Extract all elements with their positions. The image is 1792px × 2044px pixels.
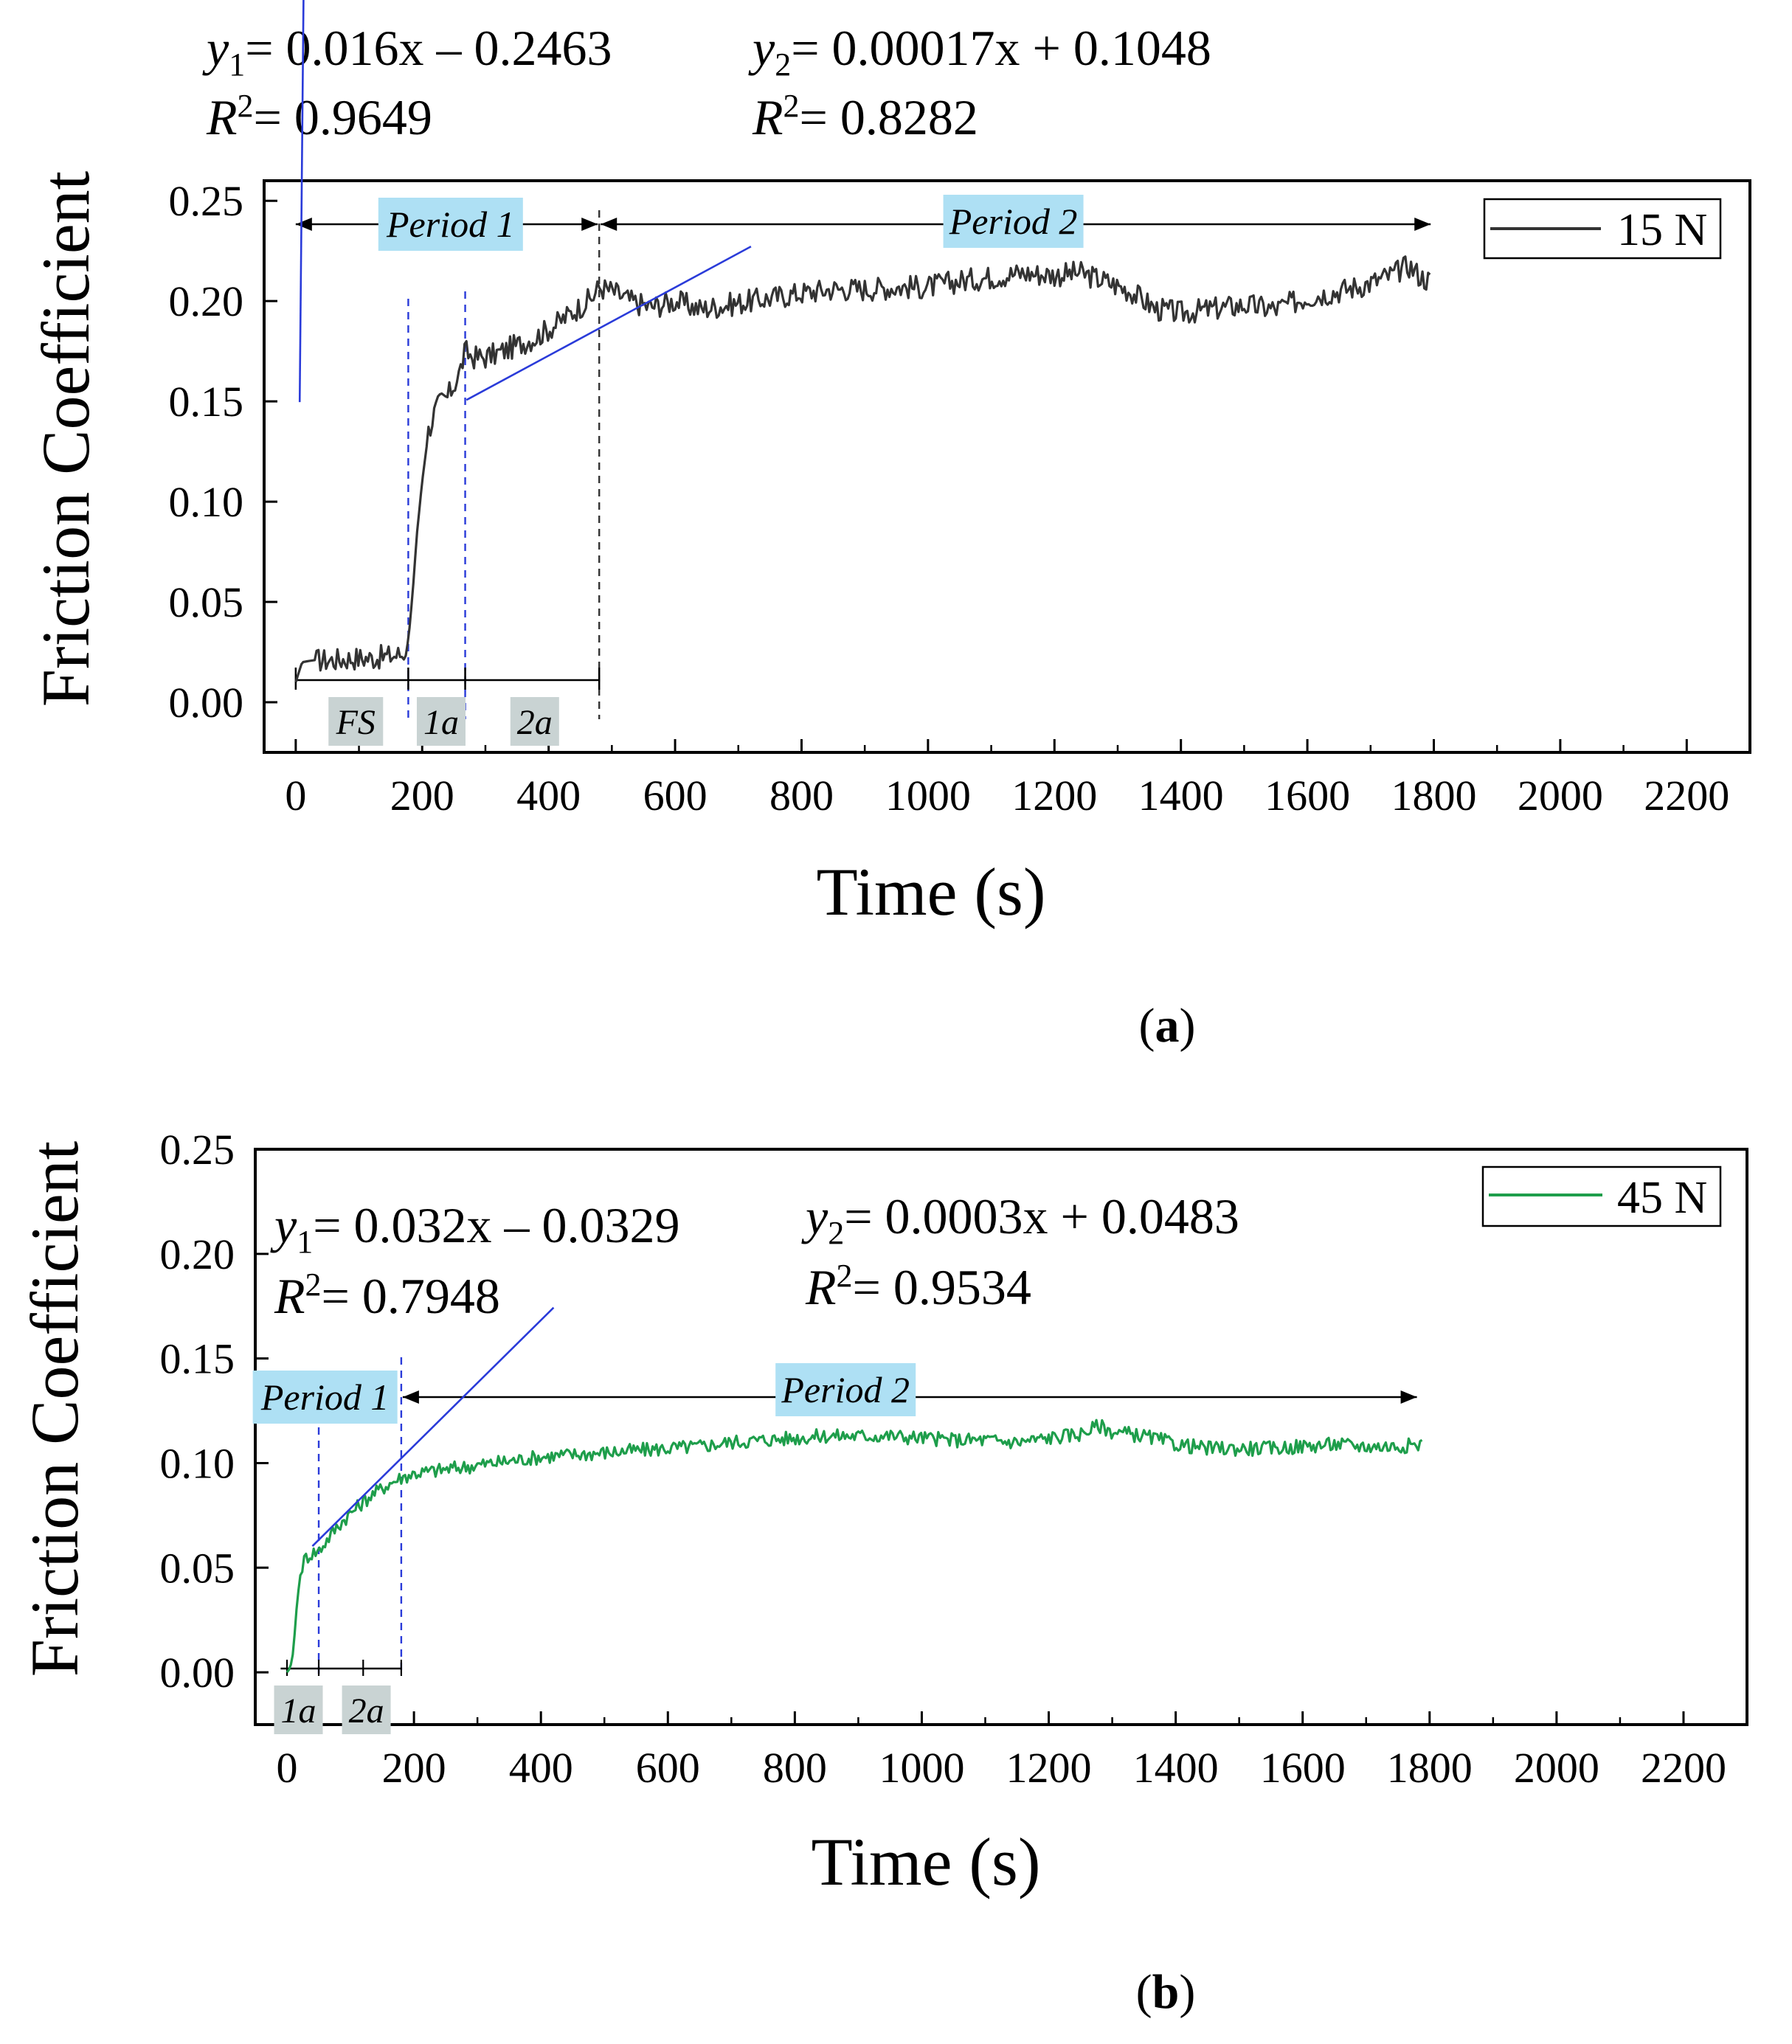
period-2-arrow-head-left [601,218,617,231]
period-1-label: Period 1 [386,204,515,245]
segment-1a-box [416,697,466,746]
y-tick-label: 0.10 [160,1439,235,1487]
period-1-arrow-head-left [295,218,312,231]
x-tick-label: 600 [643,772,708,820]
period-1-label-box [252,1371,398,1424]
segment-2a-box [342,1686,391,1734]
x-tick-label: 200 [390,772,454,820]
x-tick-label: 2200 [1641,1744,1726,1792]
x-axis-title: Time (s) [817,854,1046,929]
period-1-label-box [378,198,523,251]
equation-y1: y1= 0.016x – 0.2463 [202,20,612,83]
segment-1a-label: 1a [423,703,459,742]
y-tick-label: 0.05 [169,578,244,626]
plot-frame [263,179,1751,754]
segment-2a-box [510,697,559,746]
x-tick-label: 1800 [1387,1744,1473,1792]
x-tick-label: 1000 [885,772,971,820]
equation-y2: y2= 0.00017x + 0.1048 [748,20,1211,83]
period-1-arrow-head-right [581,218,598,231]
period-2-label-box [943,195,1084,248]
y-tick-label: 0.00 [160,1649,235,1697]
fit-lines [466,246,752,401]
equation-r2: R2= 0.9534 [805,1258,1031,1315]
y-tick-label: 0.10 [169,478,244,526]
y-tick-label: 0.20 [160,1230,235,1278]
legend-label: 15 N [1617,205,1707,255]
equation-y1: y1= 0.032x – 0.0329 [270,1197,680,1260]
period-2-label-box [775,1363,916,1416]
fit-line-y2 [466,246,752,401]
period-2-label: Period 2 [949,201,1078,242]
segment-fs-label: FS [336,703,376,742]
period-2-arrow-head-left [402,1390,419,1404]
x-tick-label: 1400 [1133,1744,1219,1792]
x-tick-label: 1600 [1265,772,1350,820]
equation-y2: y2= 0.0003x + 0.0483 [801,1188,1239,1251]
equation-r1: R2= 0.9649 [206,88,432,145]
period-2-arrow-head-right [1414,218,1431,231]
chart-panel-b: 0 200 400 600 800 1000 1200 1400 1600 1800 2000 220… [17,0,1748,2019]
x-tick-label: 800 [769,772,834,820]
x-tick-label: 1200 [1011,772,1097,820]
segment-2a-label: 2a [349,1691,384,1731]
x-tick-label: 1800 [1391,772,1476,820]
series-group [294,255,1431,683]
segment-1a-label: 1a [281,1691,316,1731]
y-tick-label: 0.00 [169,679,244,727]
x-tick-label: 400 [509,1744,573,1792]
x-tick-label: 200 [382,1744,446,1792]
x-tick-label: 2200 [1644,772,1729,820]
x-tick-label: 1600 [1260,1744,1346,1792]
x-tick-label: 400 [516,772,581,820]
legend-label: 45 N [1617,1173,1707,1223]
panel-label-b: (b) [1136,1965,1196,2019]
period-2-arrow-head-right [1400,1390,1417,1404]
y-tick-label: 0.15 [160,1335,235,1383]
x-tick-label: 1200 [1006,1744,1092,1792]
series-line-15-N [294,255,1431,683]
y-tick-label: 0.20 [169,277,244,325]
fit-line-y2 [311,1306,555,1547]
plot-frame [254,1148,1748,1726]
y-tick-label: 0.15 [169,378,244,426]
panel-label-a: (a) [1139,999,1196,1053]
x-tick-label: 2000 [1518,772,1603,820]
period-2-label: Period 2 [781,1369,910,1410]
equation-r2: R2= 0.8282 [752,88,978,145]
x-tick-label: 2000 [1514,1744,1599,1792]
x-tick-label: 600 [636,1744,700,1792]
y-tick-label: 0.25 [160,1126,235,1174]
period-1-label: Period 1 [260,1376,390,1418]
series-line-45-N [286,1418,1423,1674]
x-tick-label: 0 [285,772,306,820]
y-axis-title: Friction Coefficient [28,170,103,707]
segment-1a-box [274,1686,323,1734]
axis-ticks: 0 200 400 600 800 1000 1200 1400 1600 1800 2000 220… [160,1126,1726,1792]
y-axis-title: Friction Coefficient [17,1140,92,1677]
segment-fs-box [328,697,384,746]
x-axis-title: Time (s) [812,1824,1041,1899]
axis-ticks: 0 200 400 600 800 1000 1200 1400 1600 1800 2000 220… [169,177,1730,820]
fit-lines [298,0,555,1547]
y-tick-label: 0.25 [169,177,244,225]
x-tick-label: 1000 [879,1744,964,1792]
x-tick-label: 800 [763,1744,827,1792]
x-tick-label: 0 [277,1744,298,1792]
segment-2a-label: 2a [517,703,553,742]
series-group [286,1418,1423,1674]
chart-panel-a: 0 200 400 600 800 1000 1200 1400 1600 1800 2000 220… [28,20,1751,1053]
y-tick-label: 0.05 [160,1544,235,1592]
equation-r1: R2= 0.7948 [274,1267,500,1324]
x-tick-label: 1400 [1138,772,1224,820]
